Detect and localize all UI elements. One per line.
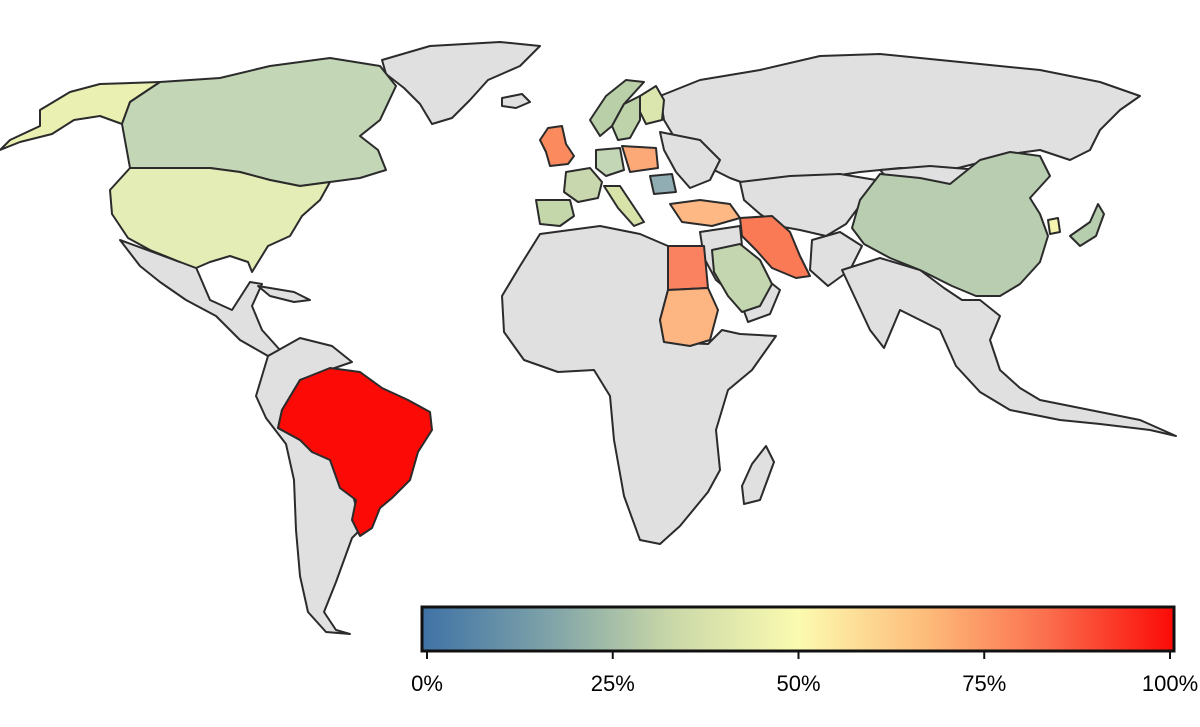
colorbar-tick-label: 50%	[776, 671, 820, 696]
country-poland	[621, 145, 659, 173]
colorbar-tick-label: 100%	[1142, 671, 1198, 696]
colorbar-tick-label: 75%	[962, 671, 1006, 696]
colorbar-ticks: 0% 25% 50% 75% 100%	[411, 651, 1198, 696]
colorbar-gradient	[420, 605, 1176, 653]
country-canada	[121, 57, 397, 187]
country-romania	[649, 173, 677, 195]
mexico-central-america-region	[119, 239, 281, 357]
greenland-region	[381, 41, 541, 125]
country-egypt	[667, 245, 709, 291]
country-sudan	[659, 287, 719, 347]
country-france	[563, 167, 603, 203]
country-sweden	[611, 95, 641, 141]
country-norway	[589, 79, 645, 137]
country-japan	[1069, 203, 1105, 247]
iceland-region	[501, 93, 531, 109]
country-spain	[535, 199, 575, 227]
country-china	[851, 151, 1051, 297]
country-alaska	[0, 81, 161, 151]
russia-region	[659, 53, 1141, 187]
country-iran	[739, 215, 811, 279]
country-saudi-arabia	[711, 243, 773, 313]
country-germany	[595, 147, 625, 177]
country-finland	[639, 85, 665, 125]
madagascar-region	[741, 445, 775, 505]
country-usa	[109, 167, 331, 273]
eastern-europe-region	[659, 131, 721, 189]
country-brazil	[277, 367, 433, 537]
country-uk	[539, 125, 575, 167]
country-south-korea	[1047, 217, 1061, 235]
country-turkey	[669, 199, 741, 227]
country-italy	[603, 185, 645, 227]
caribbean-islands	[257, 285, 311, 303]
colored-countries	[0, 57, 1105, 537]
south-southeast-asia-region	[841, 257, 1177, 437]
colorbar-tick-label: 25%	[591, 671, 635, 696]
colorbar: 0% 25% 50% 75% 100%	[411, 605, 1198, 696]
colorbar-tick-label: 0%	[411, 671, 443, 696]
